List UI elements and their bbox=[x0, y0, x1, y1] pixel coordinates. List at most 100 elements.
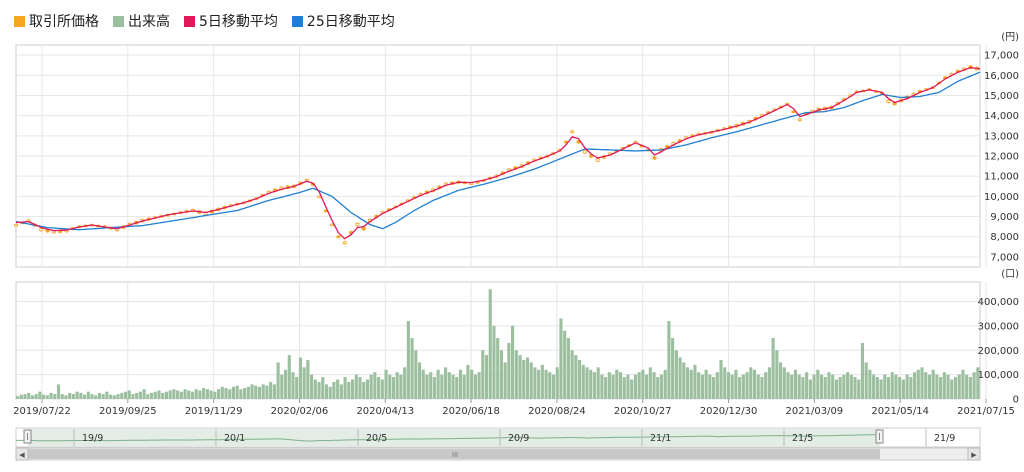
navigator-label: 20/9 bbox=[508, 433, 529, 444]
volume-bar bbox=[812, 374, 816, 399]
volume-bar bbox=[883, 374, 887, 399]
volume-bar bbox=[373, 372, 377, 399]
volume-bar bbox=[317, 381, 321, 399]
volume-bar bbox=[674, 350, 678, 399]
volume-bar bbox=[615, 369, 619, 399]
legend-label-ma25: 25日移動平均 bbox=[306, 14, 395, 30]
volume-bar bbox=[287, 355, 291, 399]
volume-bar bbox=[626, 374, 630, 399]
volume-bar bbox=[890, 372, 894, 399]
scroll-right-button[interactable] bbox=[967, 447, 981, 461]
price-candle bbox=[595, 158, 600, 162]
volume-bar bbox=[581, 364, 585, 399]
volume-bar bbox=[734, 369, 738, 399]
navigator-label: 21/9 bbox=[934, 433, 955, 444]
volume-bar bbox=[823, 377, 827, 399]
volume-bar bbox=[920, 367, 924, 399]
volume-bar bbox=[767, 367, 771, 399]
volume-bar bbox=[730, 374, 734, 399]
legend-item-ma25[interactable]: 25日移動平均 bbox=[291, 11, 395, 31]
volume-bar bbox=[872, 374, 876, 399]
volume-bar bbox=[358, 377, 362, 399]
volume-bar bbox=[127, 390, 131, 399]
volume-bar bbox=[116, 394, 120, 399]
volume-bar bbox=[771, 338, 775, 399]
legend-swatch-ma25 bbox=[291, 15, 303, 27]
volume-bar bbox=[365, 379, 369, 399]
horizontal-scrollbar[interactable]: III ◀ ▶ bbox=[15, 447, 981, 461]
legend-item-price[interactable]: 取引所価格 bbox=[14, 11, 99, 31]
price-panel: 7,000 8,000 9,000 10,000 11,000 12,000 13,000 1… bbox=[13, 32, 1019, 268]
scrollbar-thumb[interactable] bbox=[28, 449, 880, 459]
volume-bar bbox=[756, 374, 760, 399]
x-tick-label: 2020/02/06 bbox=[271, 406, 329, 417]
volume-bar bbox=[790, 374, 794, 399]
volume-bar bbox=[525, 357, 530, 399]
volume-bar bbox=[261, 384, 265, 399]
volume-bar bbox=[447, 372, 451, 399]
volume-bar bbox=[592, 372, 597, 399]
volume-bar bbox=[868, 369, 872, 399]
volume-bar bbox=[641, 369, 645, 399]
volume-bar bbox=[678, 357, 682, 399]
volume-bar bbox=[931, 369, 935, 399]
volume-bar bbox=[946, 374, 950, 399]
volume-bar bbox=[417, 362, 422, 399]
volume-bar bbox=[406, 321, 410, 399]
volume-bar bbox=[429, 372, 433, 399]
volume-bar bbox=[440, 374, 444, 399]
volume-bar bbox=[19, 394, 23, 399]
price-candle bbox=[797, 118, 802, 121]
ma5-line bbox=[15, 66, 981, 240]
x-tick-label: 2021/03/09 bbox=[786, 406, 844, 417]
volume-bar bbox=[935, 374, 939, 399]
volume-bar bbox=[700, 374, 704, 399]
navigator-selected-range[interactable] bbox=[28, 429, 880, 446]
volume-bar bbox=[306, 360, 310, 399]
volume-bar bbox=[834, 379, 838, 399]
x-tick-label: 2019/09/25 bbox=[99, 406, 157, 417]
volume-bar bbox=[570, 350, 574, 399]
legend-item-volume[interactable]: 出来高 bbox=[113, 11, 170, 31]
volume-bar bbox=[749, 367, 753, 399]
volume-bar bbox=[105, 391, 109, 399]
scroll-left-button[interactable] bbox=[15, 447, 29, 461]
volume-bar bbox=[585, 367, 589, 399]
volume-bar bbox=[879, 379, 883, 399]
volume-bar bbox=[388, 374, 392, 399]
volume-bar bbox=[205, 389, 209, 399]
volume-bar bbox=[414, 350, 418, 399]
volume-bar bbox=[667, 321, 671, 399]
price-candle bbox=[13, 224, 18, 227]
volume-bar bbox=[161, 392, 165, 399]
volume-bar bbox=[123, 391, 128, 399]
x-tick-label: 2020/12/30 bbox=[700, 406, 758, 417]
legend-item-ma5[interactable]: 5日移動平均 bbox=[184, 11, 278, 31]
volume-bar bbox=[60, 394, 64, 399]
price-candle bbox=[886, 100, 891, 103]
range-navigator[interactable]: 19/9 20/1 20/5 20/9 21/1 21/5 21/9 bbox=[15, 427, 981, 448]
volume-bar bbox=[377, 377, 381, 399]
scrollbar-thumb-grip: III bbox=[452, 451, 458, 459]
volume-bar bbox=[671, 338, 675, 399]
volume-bar bbox=[30, 395, 35, 399]
volume-bar bbox=[324, 384, 329, 399]
volume-bar bbox=[395, 372, 399, 399]
price-tick-label: 17,000 bbox=[984, 51, 1019, 62]
volume-bar bbox=[250, 384, 254, 399]
volume-bar bbox=[860, 342, 865, 399]
volume-bar bbox=[64, 395, 68, 399]
volume-bar bbox=[276, 362, 280, 399]
volume-bar bbox=[228, 389, 232, 399]
legend-swatch-price bbox=[14, 15, 25, 27]
volume-bar bbox=[444, 367, 448, 399]
volume-bar bbox=[436, 369, 440, 399]
volume-bar bbox=[894, 374, 898, 399]
x-tick-label: 2020/10/27 bbox=[614, 406, 672, 417]
volume-bar bbox=[805, 372, 809, 399]
price-tick-label: 12,000 bbox=[984, 152, 1019, 163]
volume-bar bbox=[693, 364, 697, 399]
volume-bar bbox=[265, 385, 269, 399]
volume-bar bbox=[101, 394, 105, 399]
volume-bar bbox=[548, 372, 552, 399]
